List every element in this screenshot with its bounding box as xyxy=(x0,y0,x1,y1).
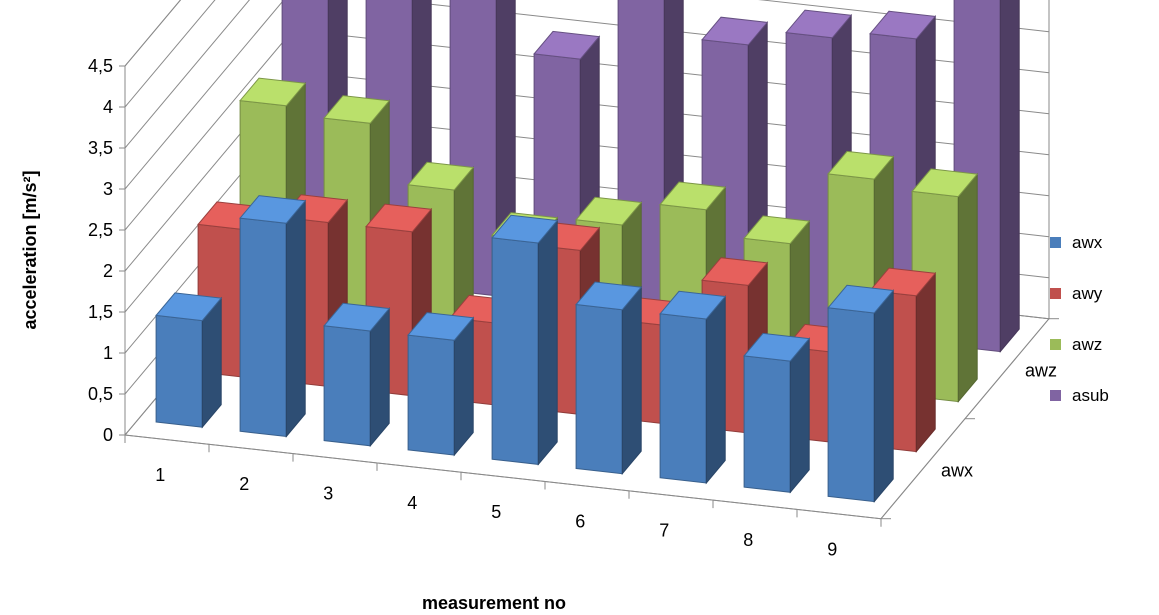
bar-top-face xyxy=(743,332,811,362)
x-tick-label: 6 xyxy=(575,511,585,531)
y-tick-label: 3 xyxy=(103,179,113,199)
x-tick-label: 4 xyxy=(407,493,417,513)
y-tick-label: 2,5 xyxy=(88,220,113,240)
bar-front-face xyxy=(743,355,791,493)
bar xyxy=(239,195,307,438)
bar xyxy=(575,281,643,476)
bar-top-face xyxy=(701,16,769,46)
bar-front-face xyxy=(155,314,203,428)
x-tick-label: 5 xyxy=(491,502,501,522)
legend-label: awy xyxy=(1072,284,1103,303)
bar-side-face xyxy=(789,337,810,494)
bar xyxy=(407,312,475,457)
y-tick-label: 2 xyxy=(103,261,113,281)
gridline xyxy=(124,0,1050,149)
bar-top-face xyxy=(491,214,559,244)
bar-side-face xyxy=(285,199,306,438)
bar xyxy=(323,302,391,448)
bar-side-face xyxy=(915,271,936,453)
bar-top-face xyxy=(575,281,643,311)
legend-label: awx xyxy=(1072,233,1103,252)
x-tick-label: 3 xyxy=(323,484,333,504)
legend-swatch xyxy=(1050,237,1061,248)
bar-front-face xyxy=(827,307,875,503)
bar-front-face xyxy=(491,237,539,465)
bar-top-face xyxy=(323,302,391,332)
bar-front-face xyxy=(239,217,287,438)
y-tick-label: 0,5 xyxy=(88,384,113,404)
x-tick-label: 9 xyxy=(827,539,837,559)
bar-front-face xyxy=(407,334,455,456)
bar-side-face xyxy=(957,172,978,403)
bar-top-face xyxy=(701,257,769,286)
bar-top-face xyxy=(659,181,727,211)
bar-side-face xyxy=(621,285,642,476)
legend-label: awz xyxy=(1072,335,1102,354)
y-axis-title: acceleration [m/s²] xyxy=(20,170,40,329)
bar-top-face xyxy=(239,195,307,224)
bar-top-face xyxy=(869,267,937,297)
bar-top-face xyxy=(827,284,895,314)
bar-top-face xyxy=(533,30,601,60)
bar-side-face xyxy=(453,316,474,457)
y-tick-label: 4 xyxy=(103,97,113,117)
x-axis-line xyxy=(124,434,882,520)
y-tick-label: 0 xyxy=(103,425,113,445)
x-tick-label: 2 xyxy=(239,474,249,494)
bar xyxy=(743,332,811,494)
bar-front-face xyxy=(323,325,371,447)
bar-side-face xyxy=(999,0,1020,353)
bar-top-face xyxy=(659,290,727,320)
x-axis-title: measurement no xyxy=(422,593,566,613)
bar xyxy=(155,292,223,429)
bar-top-face xyxy=(407,161,475,191)
legend-entry: awy xyxy=(1050,284,1103,303)
bar-top-face xyxy=(743,215,811,245)
bar-top-face xyxy=(365,203,433,233)
legend-entry: awz xyxy=(1050,335,1102,354)
bar-front-face xyxy=(575,303,623,475)
bar-top-face xyxy=(407,312,475,341)
bar-top-face xyxy=(911,168,979,198)
y-tick-label: 1,5 xyxy=(88,302,113,322)
bar-top-face xyxy=(323,95,391,124)
legend-entry: asub xyxy=(1050,386,1109,405)
depth-tick-label: awx xyxy=(941,461,973,481)
bar-side-face xyxy=(537,219,558,466)
bar xyxy=(491,214,559,466)
bar-top-face xyxy=(239,77,307,107)
x-tick-label: 7 xyxy=(659,521,669,541)
legend-swatch xyxy=(1050,339,1061,350)
bar xyxy=(659,290,727,485)
legend-label: asub xyxy=(1072,386,1109,405)
bar-side-face xyxy=(705,295,726,485)
bar-top-face xyxy=(155,292,223,322)
legend-swatch xyxy=(1050,390,1061,401)
bar-top-face xyxy=(869,10,937,40)
bar xyxy=(827,284,895,503)
bar-front-face xyxy=(659,313,707,484)
bar-top-face xyxy=(575,196,643,226)
x-tick-label: 1 xyxy=(155,465,165,485)
bar-side-face xyxy=(873,289,894,503)
y-tick-label: 3,5 xyxy=(88,138,113,158)
y-tick-label: 1 xyxy=(103,343,113,363)
legend-entry: awx xyxy=(1050,233,1103,252)
bar-top-face xyxy=(827,150,895,180)
gridline xyxy=(124,0,216,108)
bar-top-face xyxy=(785,9,853,39)
depth-tick-label: awz xyxy=(1025,361,1057,381)
bar-side-face xyxy=(369,307,390,448)
legend-swatch xyxy=(1050,288,1061,299)
y-tick-label: 4,5 xyxy=(88,56,113,76)
x-tick-label: 8 xyxy=(743,530,753,550)
